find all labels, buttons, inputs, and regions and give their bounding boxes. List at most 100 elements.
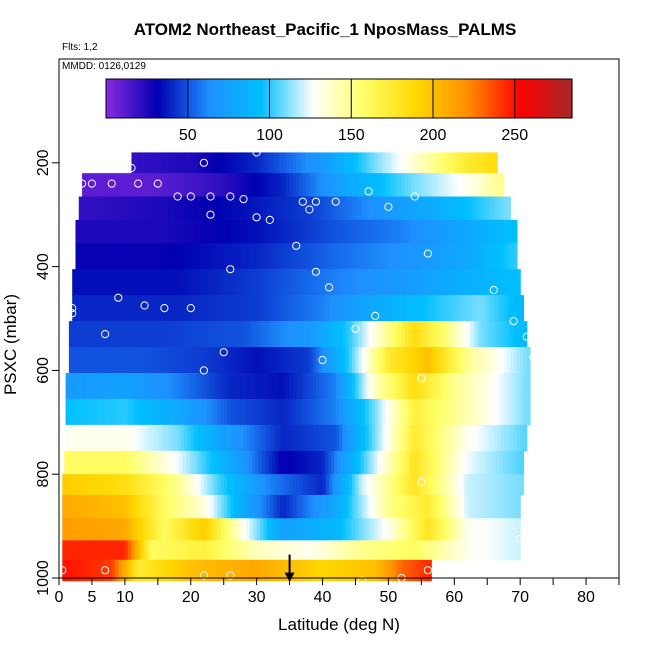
heatmap-cell — [433, 450, 438, 475]
heatmap-cell — [186, 450, 191, 475]
heatmap-cell — [470, 196, 475, 221]
heatmap-cell — [279, 398, 284, 426]
heatmap-cell — [315, 295, 320, 322]
colorbar-swatch — [278, 79, 282, 118]
heatmap-cell — [408, 219, 413, 244]
colorbar-swatch — [108, 79, 112, 118]
heatmap-cell — [292, 398, 297, 426]
heatmap-cell — [368, 494, 373, 519]
heatmap-cell — [223, 219, 228, 244]
heatmap-cell — [489, 450, 494, 475]
heatmap-cell — [292, 152, 297, 174]
heatmap-cell — [477, 173, 482, 198]
heatmap-cell — [75, 494, 80, 519]
heatmap-cell — [128, 219, 133, 244]
heatmap-cell — [334, 450, 339, 475]
heatmap-cell — [500, 373, 505, 400]
colorbar-swatch — [448, 79, 452, 118]
heatmap-cell — [302, 518, 307, 541]
heatmap-cell — [108, 540, 113, 561]
heatmap-cell — [490, 398, 495, 426]
heatmap-cell — [362, 219, 366, 244]
heatmap-cell — [381, 494, 386, 519]
heatmap-cell — [391, 474, 396, 496]
heatmap-cell — [418, 269, 422, 296]
heatmap-cell — [408, 398, 413, 426]
heatmap-cell — [273, 398, 278, 426]
heatmap-cell — [299, 219, 304, 244]
heatmap-cell — [256, 295, 261, 322]
heatmap-cell — [78, 373, 83, 400]
heatmap-cell — [355, 518, 360, 541]
heatmap-cell — [203, 196, 208, 221]
colorbar-swatch — [280, 79, 284, 118]
heatmap-cell — [223, 269, 228, 296]
heatmap-cell — [507, 494, 511, 519]
heatmap-cell — [180, 494, 185, 519]
heatmap-cell — [289, 518, 294, 541]
heatmap-cell — [180, 269, 185, 296]
heatmap-cell — [460, 398, 465, 426]
colorbar-swatch — [315, 79, 319, 118]
heatmap-cell — [111, 540, 116, 561]
colorbar-swatch — [140, 79, 144, 118]
heatmap-cell — [128, 540, 133, 561]
heatmap-cell — [492, 450, 497, 475]
heatmap-cell — [266, 295, 271, 322]
heatmap-cell — [437, 424, 442, 452]
heatmap-cell — [286, 474, 291, 496]
heatmap-cell — [203, 173, 208, 198]
heatmap-cell — [526, 398, 531, 426]
heatmap-cell — [174, 424, 179, 452]
heatmap-cell — [500, 424, 505, 452]
heatmap-cell — [510, 219, 515, 244]
colorbar-swatch — [329, 79, 333, 118]
heatmap-cell — [230, 347, 235, 374]
heatmap-cell — [454, 152, 459, 174]
heatmap-cell — [342, 152, 347, 174]
heatmap-cell — [223, 494, 228, 519]
heatmap-cell — [101, 398, 106, 426]
heatmap-cell — [283, 321, 287, 348]
heatmap-cell — [263, 243, 268, 270]
heatmap-cell — [299, 243, 304, 270]
heatmap-cell — [371, 219, 376, 244]
heatmap-cell — [75, 219, 80, 244]
heatmap-cell — [101, 347, 106, 374]
heatmap-cell — [315, 398, 320, 426]
heatmap-cell — [144, 152, 149, 174]
heatmap-cell — [497, 373, 502, 400]
heatmap-cell — [427, 219, 432, 244]
heatmap-cell — [184, 347, 189, 374]
heatmap-cell — [111, 398, 116, 426]
heatmap-cell — [329, 347, 334, 374]
heatmap-cell — [147, 347, 152, 374]
colorbar-swatch — [551, 79, 554, 118]
heatmap-cell — [157, 173, 162, 198]
heatmap-cell — [342, 474, 347, 496]
heatmap-cell — [144, 321, 149, 348]
heatmap-cell — [401, 559, 406, 582]
colorbar-swatch — [166, 79, 170, 118]
heatmap-cell — [141, 295, 146, 322]
heatmap-cell — [418, 398, 422, 426]
heatmap-cell — [78, 398, 83, 426]
heatmap-cell — [385, 559, 390, 582]
heatmap-cell — [503, 196, 508, 221]
heatmap-cell — [213, 518, 218, 541]
observation-point — [101, 566, 110, 575]
heatmap-cell — [233, 321, 238, 348]
heatmap-cell — [171, 295, 175, 322]
heatmap-cell — [381, 219, 386, 244]
heatmap-cell — [421, 321, 426, 348]
heatmap-cell — [299, 559, 304, 582]
heatmap-cell — [213, 269, 218, 296]
heatmap-cell — [217, 398, 222, 426]
heatmap-cell — [259, 398, 264, 426]
heatmap-cell — [424, 518, 429, 541]
heatmap-cell — [177, 424, 182, 452]
heatmap-cell — [464, 295, 469, 322]
heatmap-cell — [253, 243, 258, 270]
heatmap-cell — [276, 173, 281, 198]
heatmap-cell — [121, 559, 126, 582]
